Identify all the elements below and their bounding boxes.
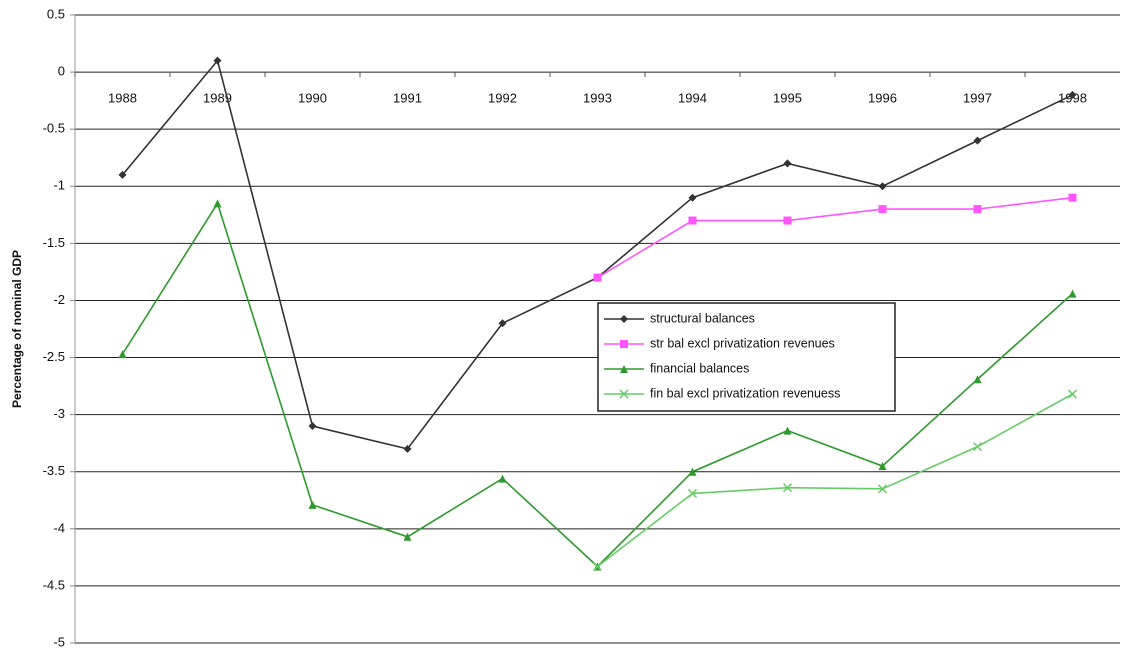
- marker: [972, 442, 983, 452]
- marker: [213, 56, 222, 65]
- marker: [308, 500, 317, 509]
- x-tick-label: 1994: [678, 91, 707, 106]
- y-tick-label: -1: [53, 178, 65, 193]
- legend-box: [597, 302, 896, 412]
- legend: structural balances str bal excl privatiz…: [597, 302, 896, 412]
- x-tick-label: 1992: [488, 91, 517, 106]
- legend-label: str bal excl privatization revenues: [650, 336, 835, 350]
- marker: [878, 462, 887, 471]
- y-tick-label: -3: [53, 406, 65, 421]
- marker: [1068, 90, 1077, 99]
- y-tick-label: -4: [53, 520, 65, 535]
- x-tick-label: 1991: [393, 91, 422, 106]
- x-tick-label: 1988: [108, 91, 137, 106]
- legend-marker: [620, 365, 628, 373]
- marker: [973, 375, 982, 384]
- y-tick-label: -2: [53, 292, 65, 307]
- marker: [688, 216, 697, 225]
- legend-marker: [620, 340, 628, 348]
- marker: [498, 319, 507, 328]
- marker: [973, 136, 982, 145]
- marker: [213, 199, 222, 208]
- series-line: [597, 196, 1073, 279]
- y-axis-label: Percentage of nominal GDP: [10, 250, 24, 408]
- y-tick-label: 0.5: [47, 6, 65, 21]
- marker: [403, 444, 412, 453]
- x-tick-label: 1995: [773, 91, 802, 106]
- marker: [308, 422, 317, 431]
- marker: [498, 474, 507, 483]
- marker: [783, 426, 792, 435]
- series-line: [597, 393, 1073, 568]
- legend-label: structural balances: [650, 311, 755, 325]
- marker: [118, 170, 127, 179]
- marker: [878, 182, 887, 191]
- y-tick-label: -1.5: [43, 235, 65, 250]
- marker: [118, 350, 127, 359]
- marker: [593, 273, 602, 282]
- y-tick-label: -0.5: [43, 121, 65, 136]
- y-tick-label: -2.5: [43, 349, 65, 364]
- marker: [783, 216, 792, 225]
- y-tick-label: 0: [58, 64, 65, 79]
- legend-label: financial balances: [650, 361, 749, 375]
- x-tick-label: 1990: [298, 91, 327, 106]
- marker: [1068, 289, 1077, 298]
- marker: [1068, 193, 1077, 202]
- y-tick-label: -4.5: [43, 577, 65, 592]
- marker: [687, 488, 698, 498]
- marker: [877, 484, 888, 494]
- marker: [783, 159, 792, 168]
- marker: [782, 483, 793, 493]
- legend-label: fin bal excl privatization revenuess: [650, 386, 840, 400]
- x-tick-label: 1989: [203, 91, 232, 106]
- marker: [592, 561, 603, 572]
- x-tick-label: 1996: [868, 91, 897, 106]
- legend-marker: [619, 389, 629, 399]
- marker: [878, 205, 887, 214]
- y-tick-label: -5: [53, 634, 65, 649]
- marker: [403, 532, 412, 541]
- marker: [1067, 389, 1078, 399]
- x-tick-label: 1997: [963, 91, 992, 106]
- legend-marker: [620, 315, 628, 323]
- marker: [688, 467, 697, 476]
- y-tick-label: -3.5: [43, 463, 65, 478]
- x-tick-label: 1993: [583, 91, 612, 106]
- marker: [688, 193, 697, 202]
- marker: [973, 205, 982, 214]
